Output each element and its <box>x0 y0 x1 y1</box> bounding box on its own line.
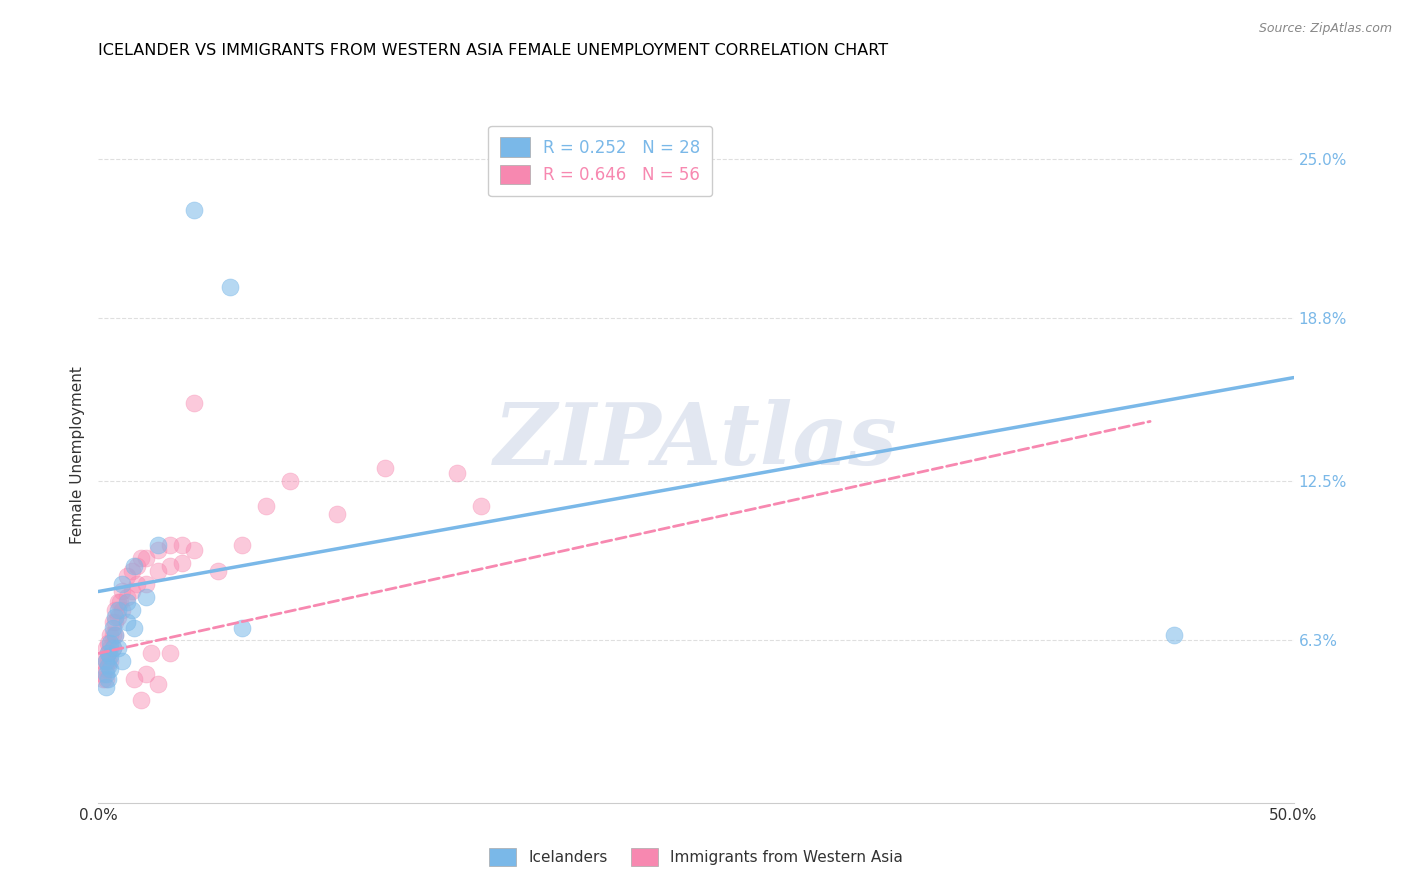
Point <box>97 636 120 650</box>
Point <box>124 672 146 686</box>
Point <box>101 615 124 630</box>
Point <box>159 538 181 552</box>
Point <box>111 584 134 599</box>
Point <box>98 628 122 642</box>
Point <box>97 672 120 686</box>
Point <box>159 646 181 660</box>
Point <box>183 203 205 218</box>
Point <box>104 602 127 616</box>
Point <box>125 576 148 591</box>
Point <box>94 662 117 676</box>
Point <box>207 564 229 578</box>
Point <box>104 610 127 624</box>
Point <box>135 667 157 681</box>
Y-axis label: Female Unemployment: Female Unemployment <box>69 366 84 544</box>
Point <box>94 654 117 668</box>
Point <box>104 628 127 642</box>
Point <box>91 654 114 668</box>
Point <box>148 543 170 558</box>
Point <box>94 672 117 686</box>
Point <box>1163 628 1185 642</box>
Point <box>470 500 492 514</box>
Legend: Icelanders, Immigrants from Western Asia: Icelanders, Immigrants from Western Asia <box>479 839 912 875</box>
Point <box>326 507 349 521</box>
Point <box>98 654 122 668</box>
Point <box>121 584 143 599</box>
Point <box>159 558 181 573</box>
Point <box>108 595 131 609</box>
Point <box>374 460 396 475</box>
Point <box>183 396 205 410</box>
Point <box>278 474 301 488</box>
Point <box>94 680 117 694</box>
Point <box>135 576 157 591</box>
Point <box>172 538 194 552</box>
Point <box>121 602 143 616</box>
Point <box>131 692 153 706</box>
Point <box>101 621 124 635</box>
Point <box>97 646 120 660</box>
Point <box>107 602 129 616</box>
Point <box>219 280 242 294</box>
Point <box>94 667 117 681</box>
Point <box>107 641 129 656</box>
Point <box>107 595 129 609</box>
Point <box>111 576 134 591</box>
Point <box>148 677 170 691</box>
Point <box>94 654 117 668</box>
Point <box>111 602 134 616</box>
Point <box>121 564 143 578</box>
Point <box>446 466 468 480</box>
Point <box>124 621 146 635</box>
Point <box>115 615 138 630</box>
Point <box>124 558 146 573</box>
Text: ZIPAtlas: ZIPAtlas <box>494 400 898 483</box>
Point <box>94 641 117 656</box>
Point <box>101 628 124 642</box>
Point <box>91 667 114 681</box>
Point <box>97 646 120 660</box>
Point <box>254 500 277 514</box>
Point <box>98 648 122 663</box>
Text: Source: ZipAtlas.com: Source: ZipAtlas.com <box>1258 22 1392 36</box>
Point <box>98 641 122 656</box>
Point <box>172 556 194 570</box>
Point <box>148 564 170 578</box>
Point <box>91 672 114 686</box>
Point <box>98 662 122 676</box>
Point <box>98 636 122 650</box>
Point <box>97 659 120 673</box>
Point <box>111 654 134 668</box>
Point <box>101 641 124 656</box>
Point <box>97 654 120 668</box>
Point <box>131 551 153 566</box>
Point <box>231 538 253 552</box>
Point <box>183 543 205 558</box>
Point <box>104 615 127 630</box>
Point <box>135 590 157 604</box>
Point <box>104 628 127 642</box>
Point <box>148 538 170 552</box>
Point <box>139 646 162 660</box>
Text: ICELANDER VS IMMIGRANTS FROM WESTERN ASIA FEMALE UNEMPLOYMENT CORRELATION CHART: ICELANDER VS IMMIGRANTS FROM WESTERN ASI… <box>98 43 889 58</box>
Point <box>231 621 253 635</box>
Point <box>107 610 129 624</box>
Point <box>101 641 124 656</box>
Point <box>115 595 138 609</box>
Point <box>115 590 138 604</box>
Point <box>135 551 157 566</box>
Point <box>115 569 138 583</box>
Point <box>125 558 148 573</box>
